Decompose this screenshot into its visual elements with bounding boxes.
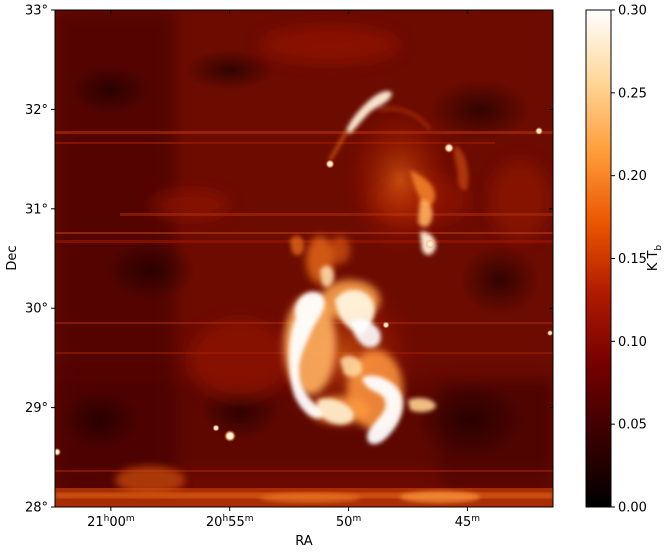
- colorbar-gradient: [585, 9, 612, 508]
- colorbar-tick-label: 0.25: [618, 86, 647, 101]
- colorbar-tick-label: 0.15: [618, 252, 647, 267]
- x-axis-label: RA: [295, 534, 313, 549]
- y-axis-ticks: 28° 29° 30° 31° 32° 33°: [25, 4, 553, 516]
- plot-frame: [54, 9, 554, 508]
- y-tick-label: 33°: [25, 4, 48, 19]
- heatmap-image: [55, 10, 553, 507]
- x-axis-ticks: 21h00m 20h55m 50m 45m: [87, 10, 480, 530]
- y-tick-label: 29°: [25, 401, 48, 416]
- y-tick-label: 32°: [25, 103, 48, 118]
- colorbar-tick-label: 0.30: [618, 4, 647, 19]
- colorbar-tick-label: 0.00: [618, 501, 647, 516]
- y-tick-label: 28°: [25, 501, 48, 516]
- y-tick-label: 30°: [25, 302, 48, 317]
- colorbar-tick-label: 0.05: [618, 418, 647, 433]
- colorbar-label-subscript: b: [654, 245, 664, 251]
- x-tick-label: 50m: [336, 514, 361, 530]
- y-tick-label: 31°: [25, 202, 48, 217]
- y-axis-label: Dec: [5, 245, 20, 270]
- colorbar-label: K Tb: [646, 245, 664, 272]
- x-tick-label: 21h00m: [87, 514, 135, 530]
- colorbar-tick-label: 0.10: [618, 335, 647, 350]
- colorbar-tick-label: 0.20: [618, 169, 647, 184]
- colorbar-ticks: 0.00 0.05 0.10 0.15 0.20 0.25 0.30: [611, 4, 647, 516]
- colorbar: 0.00 0.05 0.10 0.15 0.20 0.25 0.30 K Tb: [585, 4, 664, 516]
- x-tick-label: 20h55m: [206, 514, 254, 530]
- x-tick-label: 45m: [455, 514, 480, 530]
